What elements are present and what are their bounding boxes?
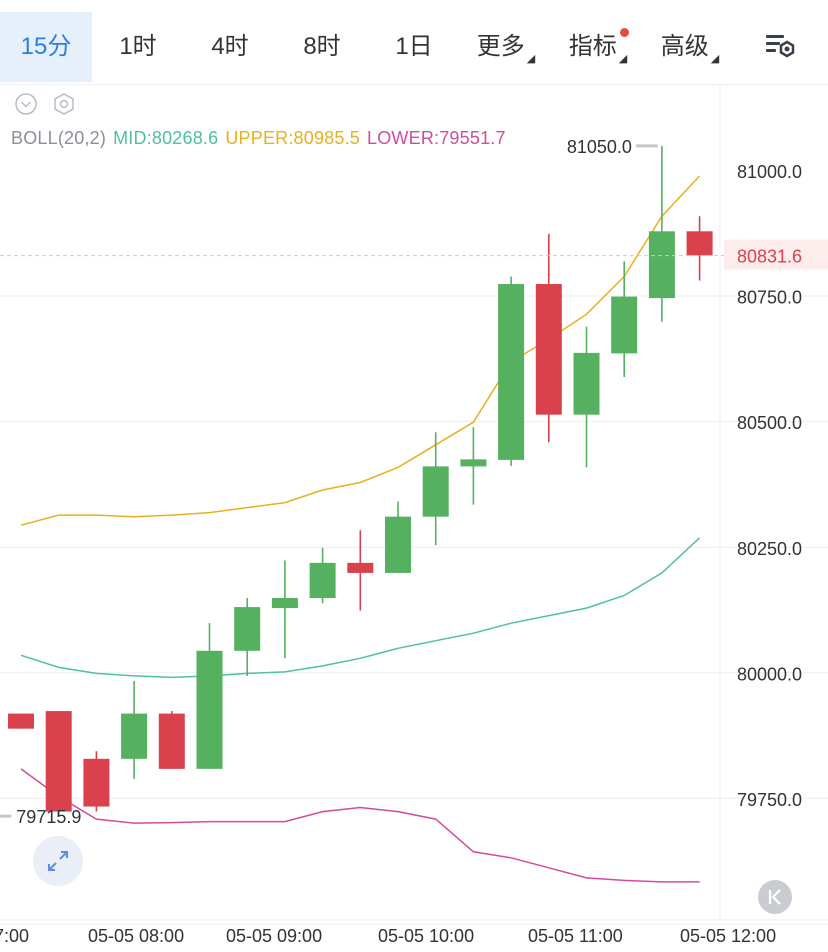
x-tick-label: 05-05 11:00 (528, 926, 623, 946)
indicator-controls (14, 92, 86, 118)
candle-up (611, 296, 638, 354)
high-marker-label: 81050.0 (567, 137, 632, 157)
candle-up (121, 713, 148, 759)
candle-down (347, 562, 374, 573)
current-price-tag (724, 239, 828, 270)
x-tick-label: 05-05 08:00 (88, 926, 184, 946)
candle-up (196, 650, 223, 769)
boll-name: BOLL(20,2) (11, 128, 107, 148)
dropdown-caret-icon: ◢ (710, 53, 720, 65)
y-tick-label: 80250.0 (737, 539, 802, 559)
candle-down (686, 231, 713, 256)
boll-upper-line (20, 175, 701, 526)
boll-upper-value: UPPER:80985.5 (225, 128, 361, 148)
y-tick-label: 81000.0 (737, 162, 802, 182)
boll-indicator-legend: BOLL(20,2) MID:80268.6 UPPER:80985.5 LOWER:… (11, 128, 513, 149)
candle-down (535, 284, 562, 415)
boll-mid-value: MID:80268.6 (113, 128, 219, 148)
chevron-down-circle-icon[interactable] (14, 92, 38, 116)
expand-arrows-icon (48, 851, 68, 871)
candle-up (648, 231, 675, 299)
candle-up (422, 466, 449, 517)
boll-mid-line (20, 537, 701, 679)
expand-chart-button[interactable] (33, 836, 83, 886)
tab-advanced[interactable]: 高级 ◢ (644, 12, 736, 82)
timeframe-tabbar: 15分 1时 4时 8时 1日 更多 ◢ 指标 ◢ 高级 ◢ (0, 0, 828, 85)
y-tick-label: 79750.0 (737, 790, 802, 810)
candle-up (271, 598, 298, 609)
boll-lower-line (20, 768, 700, 883)
y-tick-label: 80750.0 (737, 288, 802, 308)
y-tick-label: 80000.0 (737, 664, 802, 684)
tab-more[interactable]: 更多 ◢ (460, 12, 552, 82)
candle-down (45, 711, 72, 812)
x-tick-label: 05-05 10:00 (378, 926, 474, 946)
candle-down (158, 713, 185, 769)
tab-4h[interactable]: 4时 (211, 33, 249, 60)
candle-up (460, 459, 487, 467)
candlestick-chart[interactable]: 81000.0 80750.0 80500.0 80250.0 80000.0 79750… (0, 84, 828, 952)
dropdown-caret-icon: ◢ (618, 53, 628, 65)
chart-settings-icon[interactable] (760, 26, 800, 66)
candle-down (8, 713, 34, 729)
candle-down (83, 758, 110, 807)
tab-8h[interactable]: 8时 (303, 33, 341, 60)
candle-up (234, 607, 261, 651)
back-to-latest-icon (768, 889, 781, 905)
y-tick-label: 80500.0 (737, 413, 802, 433)
tab-15m[interactable]: 15分 (0, 12, 92, 82)
tab-1d[interactable]: 1日 (395, 33, 433, 60)
hexagon-gear-icon[interactable] (52, 92, 76, 116)
tab-1h[interactable]: 1时 (119, 33, 157, 60)
notification-dot-icon (620, 28, 629, 37)
candle-up (309, 562, 336, 599)
low-marker-label: 79715.9 (16, 807, 81, 827)
candle-up (498, 284, 525, 460)
tab-indicators[interactable]: 指标 ◢ (552, 12, 644, 82)
back-to-latest-button[interactable] (758, 880, 792, 914)
candle-up (573, 352, 600, 415)
x-tick-label: 7:00 (0, 926, 29, 946)
candle-up (385, 516, 411, 573)
boll-lower-value: LOWER:79551.7 (367, 128, 506, 148)
dropdown-caret-icon: ◢ (526, 53, 536, 65)
x-tick-label: 05-05 12:00 (680, 926, 776, 946)
current-price-label: 80831.6 (737, 247, 802, 267)
x-tick-label: 05-05 09:00 (226, 926, 322, 946)
